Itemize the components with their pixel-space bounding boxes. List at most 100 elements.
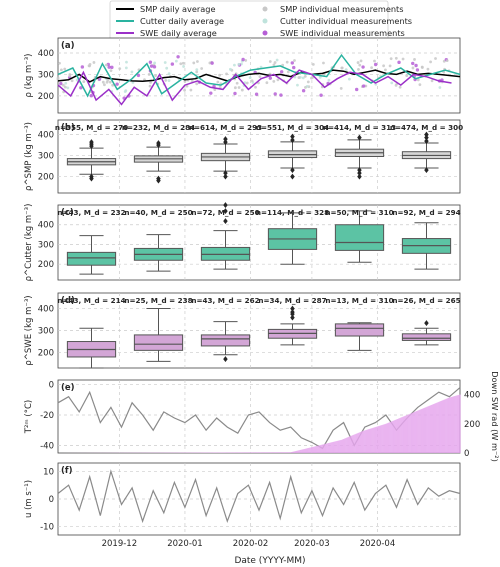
measurement-point (89, 93, 94, 98)
measurement-point (111, 83, 115, 87)
measurement-point (233, 86, 237, 90)
measurement-point (348, 77, 351, 81)
measurement-point (63, 67, 67, 71)
box-flier: ♦ (88, 142, 95, 151)
measurement-point (164, 79, 168, 82)
measurement-point (131, 81, 135, 84)
measurement-point (170, 62, 175, 66)
panel-d: 200 300 400 (d) ρ^SWE (kg m⁻³) n=43, M_d = 21… (24, 292, 461, 369)
measurement-point (357, 68, 360, 71)
box-label: n=414, M_d = 313 (323, 123, 396, 132)
measurement-point (358, 63, 362, 67)
measurement-point (394, 83, 398, 87)
measurement-point (103, 83, 106, 87)
box-2: ♦♦♦n=72, M_d = 250 (191, 201, 260, 270)
measurement-point (416, 78, 420, 82)
measurement-point (394, 56, 398, 60)
box-4: n=13, M_d = 310 (325, 296, 394, 351)
box-flier: ♦ (155, 174, 162, 183)
box-body (334, 224, 385, 251)
measurement-point (430, 79, 434, 83)
measurement-point (218, 73, 222, 77)
measurement-point (79, 86, 83, 90)
panel-label: (f) (61, 466, 73, 476)
box-5: ♦♦♦♦n=474, M_d = 300 (390, 123, 463, 175)
measurement-point (279, 93, 283, 97)
y-axis-label: u (m s⁻¹) (24, 480, 34, 518)
measurement-point (68, 74, 72, 77)
measurement-point (108, 80, 112, 84)
box-4: ♦♦♦♦n=414, M_d = 313 (323, 123, 396, 181)
legend: SMP daily average Cutter daily average SWE… (109, 0, 412, 43)
x-tick-label: 2020-02 (233, 539, 269, 549)
box-flier: ♦ (356, 134, 363, 143)
box-label: n=355, M_d = 270 (55, 123, 128, 132)
measurement-point (429, 60, 432, 64)
measurement-point (438, 86, 442, 89)
measurement-point (250, 79, 254, 83)
measurement-point (296, 83, 299, 87)
measurement-point (279, 70, 284, 74)
measurement-point (382, 64, 386, 68)
y-tick-label: 300 (38, 240, 54, 250)
measurement-point (306, 80, 310, 84)
panel-label: (d) (61, 296, 75, 306)
measurement-point (354, 87, 359, 92)
measurement-point (216, 80, 220, 84)
y-tick-label: 200 (38, 92, 54, 102)
measurement-point (148, 60, 153, 64)
measurement-point (411, 66, 415, 70)
y-right-axis-label: Down SW rad (W m⁻²) (490, 371, 500, 462)
legend-dot-marker (262, 30, 268, 36)
measurement-point (167, 72, 171, 76)
measurement-point (340, 66, 344, 70)
y-axis-label: T²ᵐ (°C) (24, 400, 34, 434)
measurement-point (290, 61, 294, 65)
box-flier: ♦ (289, 166, 296, 175)
x-tick-label: 2019-12 (102, 539, 138, 549)
measurement-point (254, 85, 257, 89)
measurement-point (228, 67, 232, 71)
series-line-0 (57, 69, 461, 83)
panel-a: 200 300 400 (a) ρ (kg m⁻³) (24, 37, 461, 114)
y-tick-label: 300 (38, 327, 54, 337)
measurement-point (104, 63, 108, 67)
box-5: n=92, M_d = 294 (392, 208, 461, 270)
measurement-point (136, 73, 141, 78)
measurement-point (124, 66, 128, 70)
measurement-point (240, 88, 244, 92)
y-tick-label: 400 (38, 131, 54, 141)
box-flier: ♦ (289, 310, 296, 319)
measurement-point (339, 87, 343, 90)
y-tick-label: 300 (38, 151, 54, 161)
measurement-point (63, 85, 67, 89)
y-tick-label: 300 (38, 70, 54, 80)
box-flier: ♦ (155, 141, 162, 150)
y-tick-label: -20 (40, 411, 54, 421)
y-tick-label: 200 (38, 260, 54, 270)
measurement-point (273, 92, 277, 96)
box-label: n=43, M_d = 214 (57, 296, 125, 305)
box-label: n=72, M_d = 250 (191, 208, 259, 217)
measurement-point (152, 65, 157, 69)
box-label: n=232, M_d = 284 (122, 123, 195, 132)
measurement-point (286, 70, 290, 74)
measurement-point (237, 62, 241, 66)
box-1: n=25, M_d = 238 (124, 296, 193, 362)
measurement-point (107, 65, 111, 69)
x-axis-label: Date (YYYY-MM) (234, 556, 305, 566)
measurement-point (123, 90, 127, 94)
measurement-point (183, 80, 187, 83)
y-tick-label: 400 (38, 221, 54, 231)
measurement-point (92, 61, 96, 64)
measurement-point (258, 75, 262, 79)
measurement-point (241, 57, 245, 62)
measurement-point (370, 66, 373, 70)
y-tick-label: 200 (38, 172, 54, 182)
x-tick-label: 2020-03 (294, 539, 330, 549)
y-tick-label: 400 (38, 304, 54, 314)
y-tick-label: 0 (49, 381, 54, 391)
box-label: n=43, M_d = 262 (191, 296, 259, 305)
box-label: n=551, M_d = 304 (256, 123, 329, 132)
